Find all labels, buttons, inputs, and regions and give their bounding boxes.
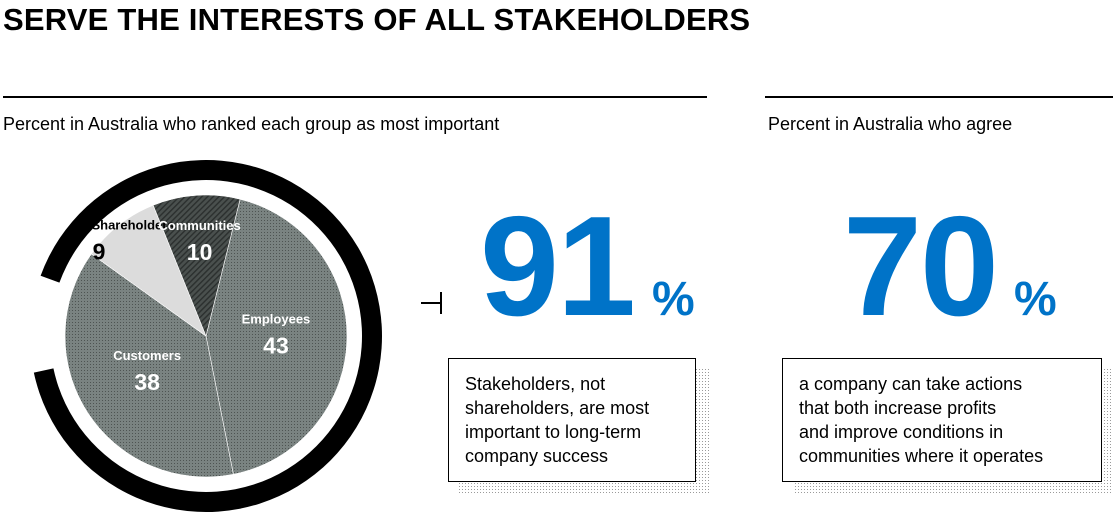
pie-label-employees: Employees xyxy=(242,312,311,327)
bracket-marker xyxy=(421,291,443,315)
stat2-value: 70 xyxy=(843,187,999,346)
stat1-value: 91 xyxy=(480,187,636,346)
pie-value-shareholders: 9 xyxy=(93,238,106,264)
stat1-note-line: important to long-term xyxy=(465,422,642,442)
left-subtitle: Percent in Australia who ranked each gro… xyxy=(3,114,500,134)
stat2-note: a company can take actions that both inc… xyxy=(782,358,1102,482)
right-divider xyxy=(765,96,1113,98)
pie-slice-customers xyxy=(64,253,234,478)
stat2-note-line: and improve conditions in xyxy=(799,422,1004,442)
page-title: SERVE THE INTERESTS OF ALL STAKEHOLDERS xyxy=(3,2,751,37)
pie-slice-communities xyxy=(152,194,241,337)
stat1-note-line: company success xyxy=(465,446,609,466)
pie-value-customers: 38 xyxy=(134,369,160,395)
stat2-unit: % xyxy=(1014,273,1057,326)
pie-label-communities: Communities xyxy=(158,218,240,233)
stat1-note: Stakeholders, not shareholders, are most… xyxy=(448,358,696,482)
stat1-note-line: shareholders, are most xyxy=(465,398,650,418)
pie-label-shareholders: Shareholders xyxy=(91,217,174,232)
stat1-unit: % xyxy=(652,273,695,326)
pie-value-communities: 10 xyxy=(187,239,213,265)
stat2-note-line: that both increase profits xyxy=(799,398,997,418)
stat2-note-line: a company can take actions xyxy=(799,374,1023,394)
pie-slice-shareholders xyxy=(90,204,207,337)
pie-chart: Employees 43 Customers 38 Shareholders 9 Commu… xyxy=(33,160,383,513)
stat1-note-line: Stakeholders, not xyxy=(465,374,606,394)
right-subtitle: Percent in Australia who agree xyxy=(768,114,1013,134)
stat2-note-line: communities where it operates xyxy=(799,446,1044,466)
pie-slice-employees xyxy=(205,198,348,475)
pie-value-employees: 43 xyxy=(263,333,289,359)
pie-label-customers: Customers xyxy=(113,348,181,363)
left-divider xyxy=(3,96,707,98)
